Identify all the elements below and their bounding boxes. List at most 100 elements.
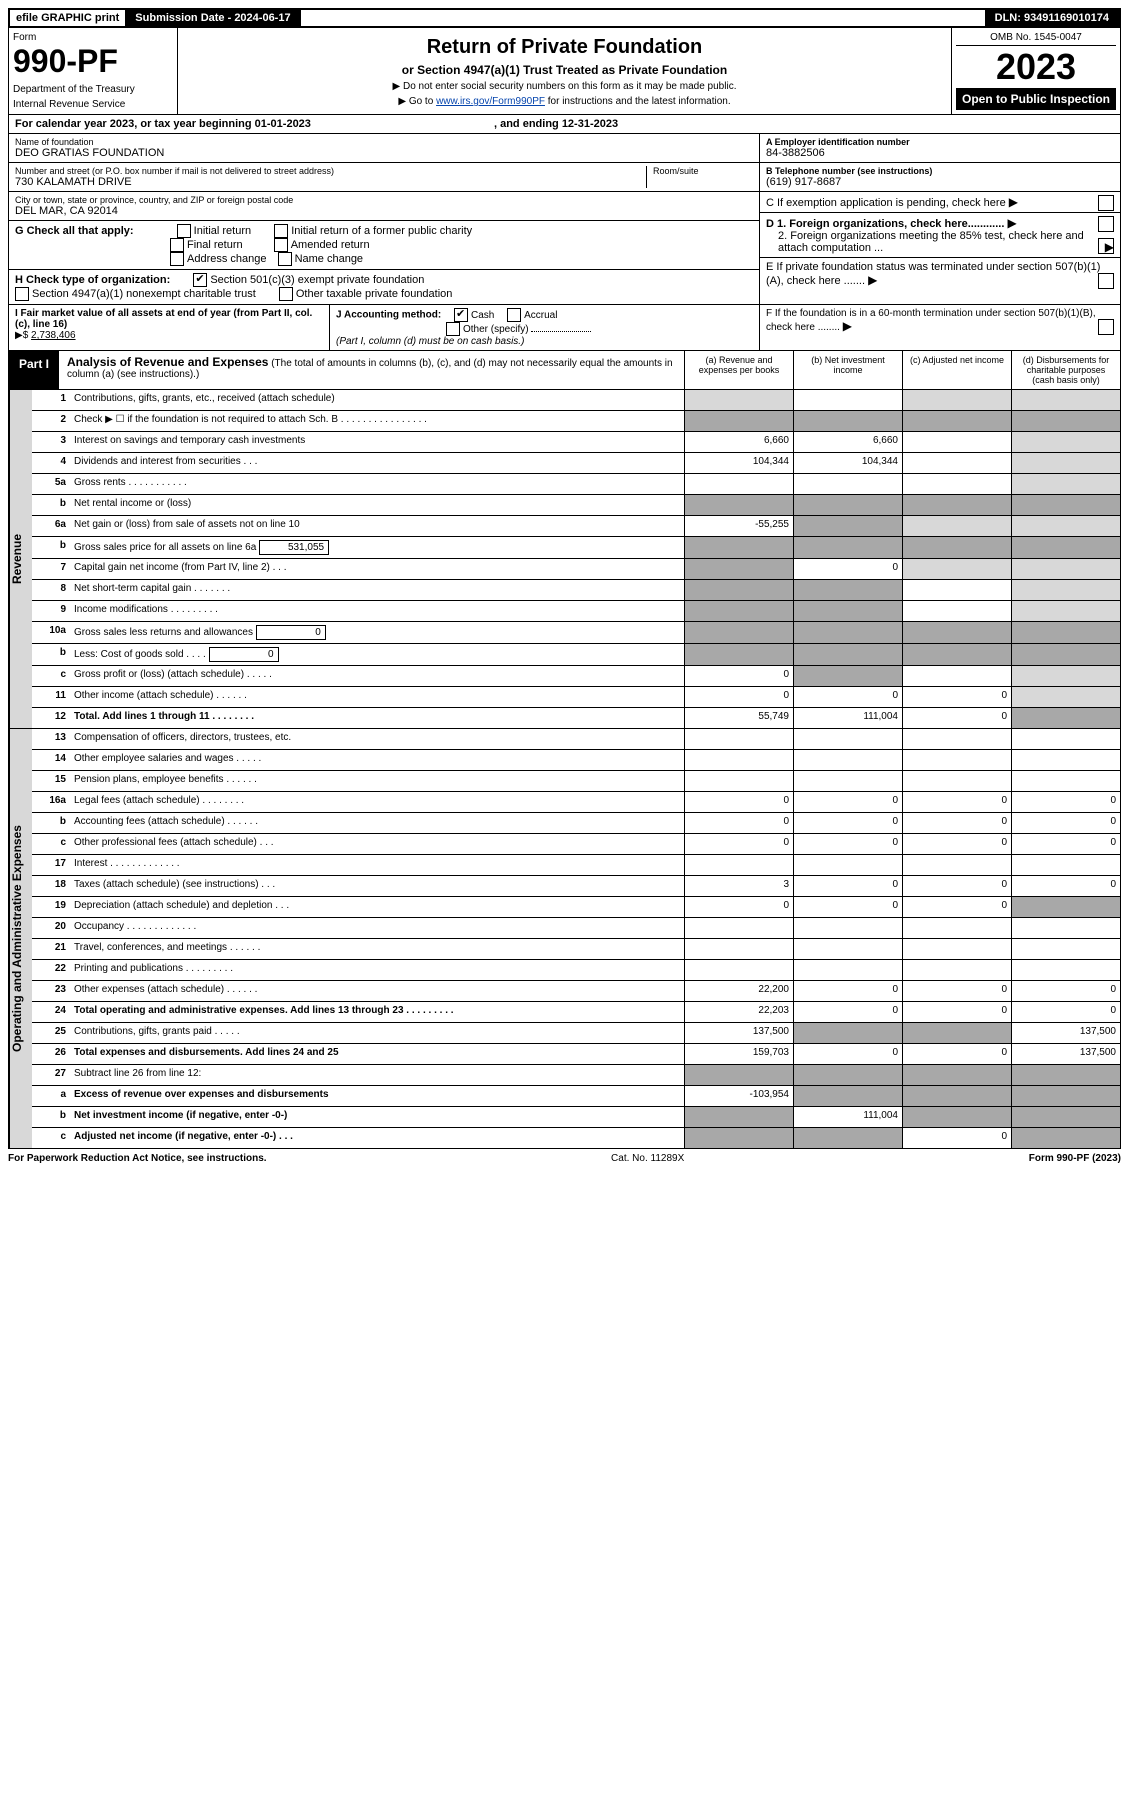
table-row: a Excess of revenue over expenses and di… — [32, 1086, 1120, 1107]
g-section: G Check all that apply: Initial return I… — [9, 221, 759, 270]
ein-value: 84-3882506 — [766, 147, 1114, 159]
fmv-value: 2,738,406 — [31, 330, 76, 341]
table-row: 18 Taxes (attach schedule) (see instruct… — [32, 876, 1120, 897]
foreign-checkbox[interactable] — [1098, 216, 1114, 232]
form-label: Form — [13, 32, 173, 43]
efile-label: efile GRAPHIC print — [10, 10, 125, 26]
table-row: b Net investment income (if negative, en… — [32, 1107, 1120, 1128]
room-label: Room/suite — [653, 166, 753, 176]
foundation-name: DEO GRATIAS FOUNDATION — [15, 147, 753, 159]
initial-return-checkbox[interactable] — [177, 224, 191, 238]
irs: Internal Revenue Service — [13, 99, 173, 110]
phone-label: B Telephone number (see instructions) — [766, 166, 1114, 176]
table-row: 13 Compensation of officers, directors, … — [32, 729, 1120, 750]
amended-checkbox[interactable] — [274, 238, 288, 252]
table-row: 27 Subtract line 26 from line 12: — [32, 1065, 1120, 1086]
name-change-checkbox[interactable] — [278, 252, 292, 266]
form-title: Return of Private Foundation — [182, 36, 947, 59]
expenses-section: Operating and Administrative Expenses 13… — [8, 729, 1121, 1149]
header-left: Form 990-PF Department of the Treasury I… — [9, 28, 178, 114]
addr-label: Number and street (or P.O. box number if… — [15, 166, 646, 176]
table-row: 20 Occupancy . . . . . . . . . . . . . — [32, 918, 1120, 939]
table-row: 19 Depreciation (attach schedule) and de… — [32, 897, 1120, 918]
accrual-checkbox[interactable] — [507, 308, 521, 322]
city-label: City or town, state or province, country… — [15, 195, 753, 205]
table-row: 10a Gross sales less returns and allowan… — [32, 622, 1120, 644]
address-change-checkbox[interactable] — [170, 252, 184, 266]
city-state-zip: DEL MAR, CA 92014 — [15, 205, 753, 217]
table-row: 11 Other income (attach schedule) . . . … — [32, 687, 1120, 708]
table-row: 14 Other employee salaries and wages . .… — [32, 750, 1120, 771]
col-c-header: (c) Adjusted net income — [902, 351, 1011, 389]
final-return-checkbox[interactable] — [170, 238, 184, 252]
table-row: 15 Pension plans, employee benefits . . … — [32, 771, 1120, 792]
dept-treasury: Department of the Treasury — [13, 84, 173, 95]
table-row: 26 Total expenses and disbursements. Add… — [32, 1044, 1120, 1065]
table-row: 21 Travel, conferences, and meetings . .… — [32, 939, 1120, 960]
omb-number: OMB No. 1545-0047 — [956, 32, 1116, 46]
table-row: c Adjusted net income (if negative, ente… — [32, 1128, 1120, 1148]
form-header: Form 990-PF Department of the Treasury I… — [8, 28, 1121, 115]
table-row: 4 Dividends and interest from securities… — [32, 453, 1120, 474]
table-row: 24 Total operating and administrative ex… — [32, 1002, 1120, 1023]
table-row: c Other professional fees (attach schedu… — [32, 834, 1120, 855]
table-row: 9 Income modifications . . . . . . . . . — [32, 601, 1120, 622]
col-b-header: (b) Net investment income — [793, 351, 902, 389]
submission-date: Submission Date - 2024-06-17 — [125, 10, 300, 26]
page-footer: For Paperwork Reduction Act Notice, see … — [8, 1149, 1121, 1168]
table-row: 23 Other expenses (attach schedule) . . … — [32, 981, 1120, 1002]
table-row: 7 Capital gain net income (from Part IV,… — [32, 559, 1120, 580]
col-a-header: (a) Revenue and expenses per books — [684, 351, 793, 389]
table-row: 12 Total. Add lines 1 through 11 . . . .… — [32, 708, 1120, 728]
table-row: 22 Printing and publications . . . . . .… — [32, 960, 1120, 981]
expenses-side-label: Operating and Administrative Expenses — [9, 729, 32, 1148]
revenue-side-label: Revenue — [9, 390, 32, 728]
table-row: b Less: Cost of goods sold . . . . 0 — [32, 644, 1120, 666]
table-row: b Gross sales price for all assets on li… — [32, 537, 1120, 559]
60month-checkbox[interactable] — [1098, 319, 1114, 335]
table-row: b Accounting fees (attach schedule) . . … — [32, 813, 1120, 834]
form-subtitle: or Section 4947(a)(1) Trust Treated as P… — [182, 63, 947, 77]
form-number: 990-PF — [13, 43, 173, 80]
header-center: Return of Private Foundation or Section … — [178, 28, 952, 114]
col-d-header: (d) Disbursements for charitable purpose… — [1011, 351, 1120, 389]
tax-year: 2023 — [956, 46, 1116, 88]
h-section: H Check type of organization: Section 50… — [9, 270, 759, 304]
top-bar: efile GRAPHIC print Submission Date - 20… — [8, 8, 1121, 28]
name-label: Name of foundation — [15, 137, 753, 147]
calendar-year-row: For calendar year 2023, or tax year begi… — [8, 115, 1121, 134]
paperwork-notice: For Paperwork Reduction Act Notice, see … — [8, 1153, 267, 1164]
form-ref: Form 990-PF (2023) — [1029, 1153, 1121, 1164]
table-row: 5a Gross rents . . . . . . . . . . . — [32, 474, 1120, 495]
other-taxable-checkbox[interactable] — [279, 287, 293, 301]
section-ijf: I Fair market value of all assets at end… — [8, 305, 1121, 351]
table-row: 25 Contributions, gifts, grants paid . .… — [32, 1023, 1120, 1044]
part1-header: Part I Analysis of Revenue and Expenses … — [8, 351, 1121, 390]
cat-number: Cat. No. 11289X — [267, 1153, 1029, 1164]
table-row: 8 Net short-term capital gain . . . . . … — [32, 580, 1120, 601]
irs-link[interactable]: www.irs.gov/Form990PF — [436, 96, 545, 107]
open-public: Open to Public Inspection — [956, 88, 1116, 110]
501c3-checkbox[interactable] — [193, 273, 207, 287]
table-row: 6a Net gain or (loss) from sale of asset… — [32, 516, 1120, 537]
table-row: 17 Interest . . . . . . . . . . . . . — [32, 855, 1120, 876]
phone-value: (619) 917-8687 — [766, 176, 1114, 188]
exemption-checkbox[interactable] — [1098, 195, 1114, 211]
header-right: OMB No. 1545-0047 2023 Open to Public In… — [952, 28, 1120, 114]
table-row: 2 Check ▶ ☐ if the foundation is not req… — [32, 411, 1120, 432]
initial-former-checkbox[interactable] — [274, 224, 288, 238]
table-row: 16a Legal fees (attach schedule) . . . .… — [32, 792, 1120, 813]
other-method-checkbox[interactable] — [446, 322, 460, 336]
terminated-checkbox[interactable] — [1098, 273, 1114, 289]
dln: DLN: 93491169010174 — [985, 10, 1119, 26]
exemption-label: C If exemption application is pending, c… — [766, 197, 1006, 209]
4947-checkbox[interactable] — [15, 287, 29, 301]
foreign-85-checkbox[interactable] — [1098, 238, 1114, 254]
street-address: 730 KALAMATH DRIVE — [15, 176, 646, 188]
foundation-info: Name of foundation DEO GRATIAS FOUNDATIO… — [8, 134, 1121, 305]
table-row: c Gross profit or (loss) (attach schedul… — [32, 666, 1120, 687]
note-link: ▶ Go to www.irs.gov/Form990PF for instru… — [182, 96, 947, 107]
table-row: 3 Interest on savings and temporary cash… — [32, 432, 1120, 453]
table-row: b Net rental income or (loss) — [32, 495, 1120, 516]
cash-checkbox[interactable] — [454, 308, 468, 322]
